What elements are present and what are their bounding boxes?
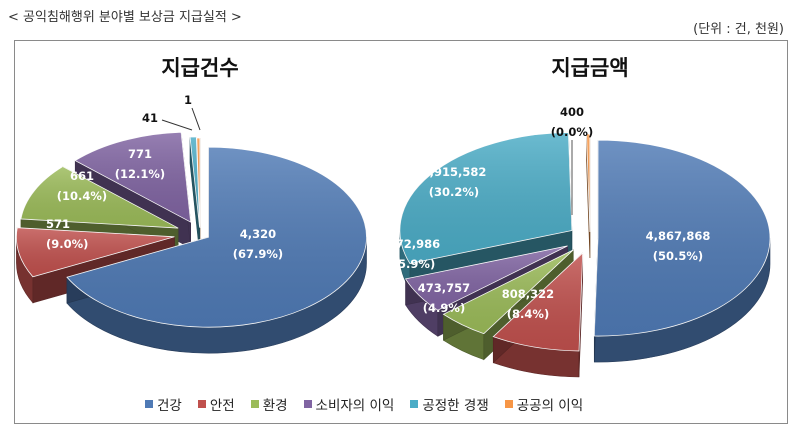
pie-slice-sheen xyxy=(405,245,568,311)
legend-label: 안전 xyxy=(209,398,235,414)
legend-swatch xyxy=(504,400,513,408)
data-label: 771 (12.1%) xyxy=(115,147,165,181)
page-title: < 공익침해행위 분야별 보상금 지급실적 > xyxy=(8,10,242,25)
data-label-percent: (12.1%) xyxy=(115,167,165,181)
pie-labels: 4,867,868 (50.5%) 808,322 (8.4%) 473,757 (4.9… xyxy=(388,105,711,321)
pie-slice-sheen xyxy=(20,166,179,229)
legend-label: 공공의 이익 xyxy=(516,398,584,414)
legend-swatch xyxy=(410,400,419,408)
data-label: 661 (10.4%) xyxy=(57,169,107,203)
data-label-value: 2,915,582 xyxy=(422,165,487,179)
data-label: 473,757 (4.9%) xyxy=(418,281,470,315)
data-label: 4,867,868 (50.5%) xyxy=(646,229,711,263)
data-label-percent: (10.4%) xyxy=(57,189,107,203)
pie-slice-sheen xyxy=(189,136,200,227)
data-label: 571 (9.0%) xyxy=(46,217,88,251)
pie-slice-sheen xyxy=(16,227,175,277)
data-label-value: 661 xyxy=(70,169,94,183)
legend-swatch xyxy=(197,400,206,408)
pie-slice-sheen xyxy=(443,249,574,334)
data-label-value: 571 xyxy=(46,217,70,231)
data-label-percent: (8.4%) xyxy=(507,307,549,321)
data-label-value: 41 xyxy=(142,111,158,125)
pie-slice-sheen xyxy=(493,252,583,351)
data-label-value: 572,986 xyxy=(388,237,440,251)
pie-slice-sheen xyxy=(594,140,770,337)
legend-item: 소비자의 이익 xyxy=(303,394,395,414)
data-label-value: 1 xyxy=(184,93,192,107)
legend: 건강 안전 환경 소비자의 이익 공정한 경쟁 공공의 이익 xyxy=(145,394,745,414)
legend-swatch xyxy=(250,400,259,408)
pie-2: 지급금액 4,867,868 (50.5%) 808,322 (8.4%) 473,757… xyxy=(388,56,771,378)
data-label: 4,320 (67.9%) xyxy=(233,227,283,261)
leader-line xyxy=(191,107,201,131)
pie-slice-sheen xyxy=(399,132,572,264)
data-label: 41 xyxy=(142,111,158,125)
data-label-value: 771 xyxy=(128,147,152,161)
legend-label: 공정한 경쟁 xyxy=(422,398,489,414)
unit-note: (단위 : 건, 천원) xyxy=(693,22,784,37)
data-label-percent: (5.9%) xyxy=(393,257,435,271)
pie-1: 지급건수 4,320 (67.9%) 571 (9.0%) 661 (10.4%) 771 (1… xyxy=(16,56,367,354)
legend-swatch xyxy=(303,400,312,408)
legend-label: 환경 xyxy=(262,398,288,414)
legend-label: 건강 xyxy=(157,398,182,414)
data-label: 808,322 (8.4%) xyxy=(502,287,554,321)
pie-tops xyxy=(399,132,771,352)
data-label-value: 4,320 xyxy=(240,227,276,241)
pie-labels: 4,320 (67.9%) 571 (9.0%) 661 (10.4%) 771 (12.1%… xyxy=(46,93,283,261)
data-label-percent: (67.9%) xyxy=(233,247,283,261)
data-label: 1 xyxy=(184,93,192,107)
data-label: 400 (0.0%) xyxy=(551,105,593,139)
data-label-value: 473,757 xyxy=(418,281,470,295)
data-label: 2,915,582 (30.2%) xyxy=(422,165,487,199)
data-label-percent: (0.0%) xyxy=(551,125,593,139)
legend-item: 건강 xyxy=(145,394,182,414)
chart-title: 지급금액 xyxy=(551,56,628,80)
data-label-value: 400 xyxy=(560,105,584,119)
data-label-percent: (9.0%) xyxy=(46,237,88,251)
data-label-percent: (4.9%) xyxy=(423,301,465,315)
legend-item: 안전 xyxy=(197,394,235,414)
pie-slice-sheen xyxy=(66,147,367,328)
pie-tops xyxy=(16,131,367,328)
data-label: 572,986 (5.9%) xyxy=(388,237,440,271)
pie-slice-sheen xyxy=(586,134,590,233)
pie-slice-sheen xyxy=(75,132,191,223)
chart-title: 지급건수 xyxy=(161,56,238,80)
legend-item: 공공의 이익 xyxy=(504,394,584,414)
data-label-value: 808,322 xyxy=(502,287,554,301)
data-label-percent: (50.5%) xyxy=(653,249,703,263)
data-label-value: 4,867,868 xyxy=(646,229,711,243)
leader-line xyxy=(161,119,193,131)
data-label-percent: (30.2%) xyxy=(429,185,479,199)
legend-swatch xyxy=(145,400,153,408)
legend-item: 공정한 경쟁 xyxy=(410,394,489,414)
legend-item: 환경 xyxy=(250,394,288,414)
legend-label: 소비자의 이익 xyxy=(315,398,395,414)
